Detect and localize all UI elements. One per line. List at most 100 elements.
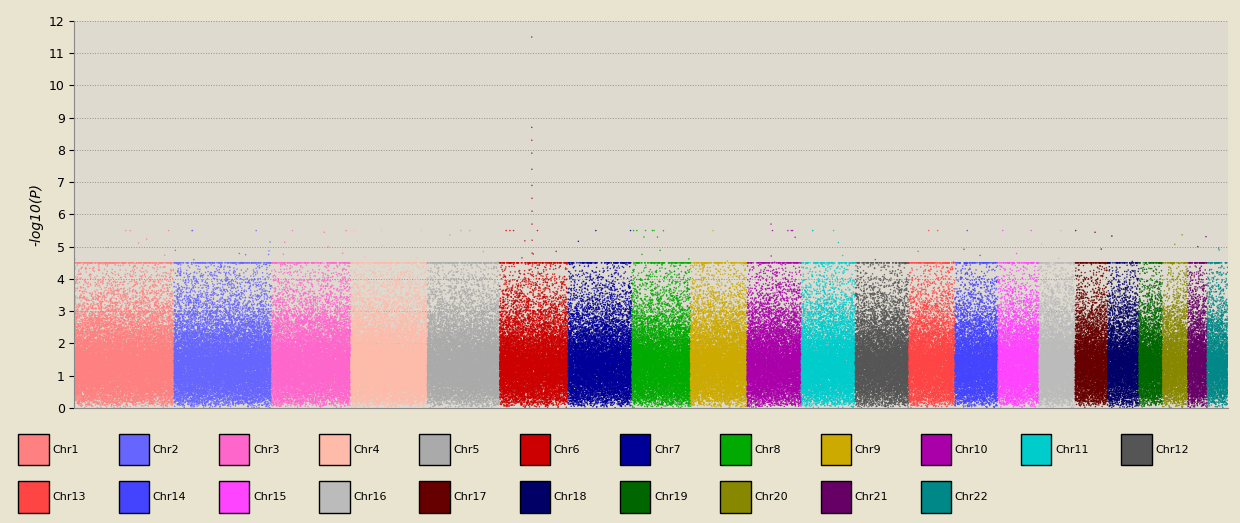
Point xyxy=(1173,399,1193,407)
Point xyxy=(415,385,435,393)
Point xyxy=(241,380,260,389)
Point xyxy=(404,317,424,326)
Point xyxy=(622,311,642,320)
Point xyxy=(867,358,887,366)
Point xyxy=(463,358,482,367)
Point xyxy=(521,320,541,328)
Point xyxy=(361,337,381,345)
Point xyxy=(847,348,867,357)
Point xyxy=(136,371,156,379)
Point xyxy=(366,339,386,347)
Point xyxy=(784,379,804,388)
Point xyxy=(1058,382,1078,390)
Point xyxy=(1216,376,1236,384)
Point xyxy=(1133,347,1153,356)
Point xyxy=(647,382,667,390)
Point xyxy=(799,361,818,369)
Point xyxy=(320,335,340,343)
Point xyxy=(286,331,306,339)
Point xyxy=(450,349,470,357)
Point xyxy=(428,370,448,379)
Point xyxy=(532,321,552,329)
Point xyxy=(1188,308,1208,316)
Point xyxy=(521,356,541,364)
Point xyxy=(1054,357,1074,365)
Point xyxy=(944,368,963,376)
Point xyxy=(217,368,237,377)
Point xyxy=(593,356,613,364)
Point xyxy=(569,350,589,358)
Point xyxy=(1126,362,1146,371)
Point xyxy=(782,356,802,364)
Point xyxy=(657,357,677,366)
Point xyxy=(647,367,667,375)
Point xyxy=(961,332,981,340)
Point xyxy=(229,374,249,383)
Point xyxy=(131,370,151,379)
Point xyxy=(836,355,856,363)
Point xyxy=(379,366,399,374)
Point xyxy=(1066,346,1086,354)
Point xyxy=(210,364,229,372)
Point xyxy=(702,370,722,379)
Point xyxy=(206,362,226,371)
Point xyxy=(84,347,104,356)
Point xyxy=(542,381,562,390)
Point xyxy=(479,291,498,299)
Point xyxy=(408,345,428,353)
Point xyxy=(596,349,616,358)
Point xyxy=(103,377,123,385)
Point xyxy=(901,376,921,384)
Point xyxy=(773,389,792,397)
Point xyxy=(965,313,985,322)
Point xyxy=(123,373,143,381)
Point xyxy=(533,364,553,372)
Point xyxy=(365,347,384,356)
Point xyxy=(753,392,773,401)
Point xyxy=(306,346,326,355)
Point xyxy=(1154,319,1174,327)
Point xyxy=(1037,387,1056,395)
Point xyxy=(1158,359,1178,368)
Point xyxy=(543,393,563,402)
Point xyxy=(533,351,553,359)
Point xyxy=(544,368,564,377)
Point xyxy=(937,379,957,387)
Point xyxy=(910,316,930,325)
Point xyxy=(1168,364,1188,372)
Point xyxy=(67,381,87,390)
Point xyxy=(626,370,646,379)
Point xyxy=(789,332,808,340)
Point xyxy=(879,380,899,389)
Point xyxy=(621,343,641,351)
Point xyxy=(587,359,606,368)
Point xyxy=(200,318,219,326)
Point xyxy=(138,380,157,389)
Point xyxy=(77,327,97,335)
Point xyxy=(565,355,585,363)
Point xyxy=(64,376,84,384)
Point xyxy=(583,373,603,382)
Point xyxy=(1017,388,1037,396)
Point xyxy=(711,396,730,405)
Point xyxy=(977,355,997,363)
Point xyxy=(1213,338,1233,347)
Point xyxy=(641,366,661,374)
Point xyxy=(604,340,624,349)
Point xyxy=(526,339,546,348)
Point xyxy=(360,356,379,365)
Point xyxy=(362,319,382,327)
Point xyxy=(763,269,782,278)
Point xyxy=(553,337,573,346)
Point xyxy=(719,370,739,378)
Point xyxy=(873,379,893,388)
Point xyxy=(1121,340,1141,348)
Point xyxy=(1104,361,1123,369)
Point xyxy=(100,295,120,304)
Point xyxy=(706,367,725,375)
Point xyxy=(1126,368,1146,377)
Point xyxy=(769,335,789,344)
Point xyxy=(66,346,86,354)
Point xyxy=(228,319,248,327)
Point xyxy=(790,378,810,386)
